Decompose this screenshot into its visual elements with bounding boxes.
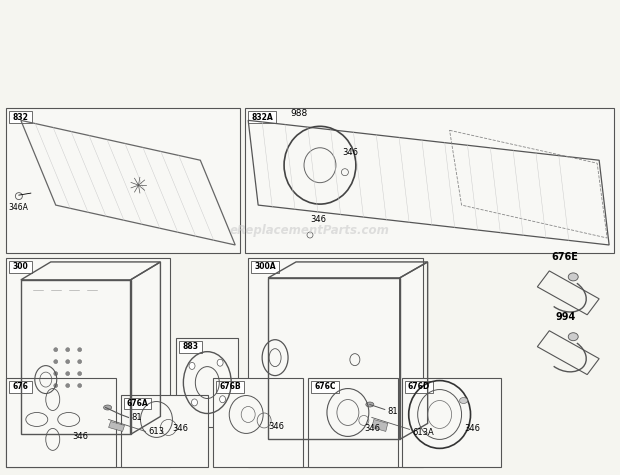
Ellipse shape (78, 371, 82, 376)
Bar (123, 398, 151, 409)
Text: 81: 81 (131, 413, 142, 422)
Polygon shape (372, 419, 388, 431)
Text: eReplacementParts.com: eReplacementParts.com (230, 224, 390, 237)
Text: 832A: 832A (251, 113, 273, 122)
Ellipse shape (569, 332, 578, 341)
Ellipse shape (569, 273, 578, 281)
Bar (311, 380, 339, 392)
Text: 346: 346 (464, 425, 480, 433)
Text: 676: 676 (12, 382, 29, 391)
Ellipse shape (459, 398, 467, 404)
Bar (6, 108, 240, 253)
Ellipse shape (78, 348, 82, 352)
Bar (120, 395, 208, 467)
Ellipse shape (54, 360, 58, 364)
Bar (248, 111, 276, 124)
Text: 988: 988 (290, 109, 308, 118)
Bar (9, 380, 32, 392)
Ellipse shape (192, 399, 198, 406)
Text: 832: 832 (12, 113, 29, 122)
Text: 676A: 676A (126, 399, 148, 408)
Text: 613A: 613A (413, 428, 435, 437)
Bar (248, 258, 423, 467)
Bar (251, 261, 279, 273)
Text: 81: 81 (388, 407, 399, 416)
Bar (213, 378, 303, 467)
Text: 300: 300 (12, 262, 29, 271)
Polygon shape (108, 421, 125, 431)
Ellipse shape (78, 360, 82, 364)
Text: 676B: 676B (219, 382, 241, 391)
Text: 346: 346 (310, 215, 326, 224)
Ellipse shape (66, 348, 69, 352)
Ellipse shape (104, 405, 112, 410)
Text: 346: 346 (364, 425, 380, 433)
Ellipse shape (54, 348, 58, 352)
Text: 676D: 676D (407, 382, 430, 391)
Bar (9, 261, 32, 273)
Bar (308, 378, 398, 467)
Ellipse shape (219, 396, 226, 403)
Text: 346: 346 (268, 422, 284, 431)
Ellipse shape (78, 384, 82, 388)
Ellipse shape (66, 384, 69, 388)
Ellipse shape (217, 359, 223, 366)
Text: 346: 346 (172, 425, 188, 433)
Bar (216, 380, 244, 392)
Text: 676C: 676C (314, 382, 335, 391)
Text: 883: 883 (183, 342, 199, 351)
Ellipse shape (66, 360, 69, 364)
Text: 346: 346 (73, 432, 89, 441)
Ellipse shape (366, 402, 374, 407)
Text: 676E: 676E (552, 252, 578, 262)
Text: 994: 994 (555, 312, 575, 322)
Bar (405, 380, 433, 392)
Ellipse shape (54, 371, 58, 376)
Text: 300A: 300A (254, 262, 276, 271)
Bar (6, 378, 115, 467)
Text: 613: 613 (148, 427, 164, 436)
Ellipse shape (66, 371, 69, 376)
Text: 346A: 346A (9, 203, 29, 212)
Bar (179, 341, 202, 352)
Text: 346: 346 (342, 148, 358, 157)
Bar (402, 378, 502, 467)
Bar (245, 108, 614, 253)
Bar (9, 111, 32, 124)
Ellipse shape (54, 384, 58, 388)
Ellipse shape (189, 362, 195, 370)
Bar (6, 258, 170, 467)
Bar (177, 338, 238, 428)
